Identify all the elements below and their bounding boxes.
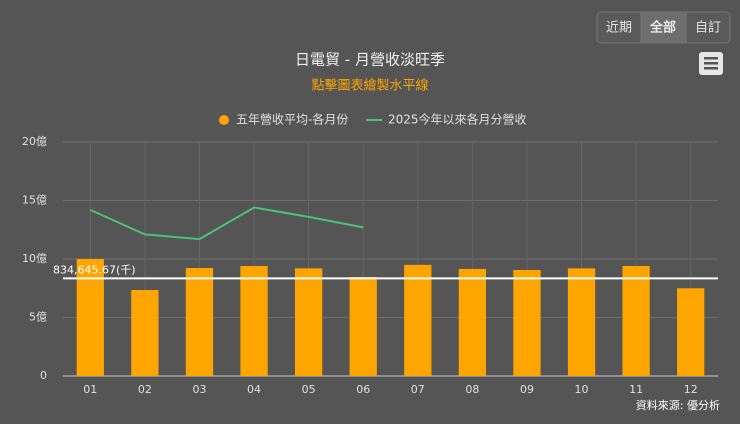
x-tick-label: 10 xyxy=(575,383,589,396)
bar xyxy=(567,268,596,376)
bar xyxy=(131,290,159,376)
x-tick-label: 09 xyxy=(520,383,534,396)
range-button[interactable]: 自訂 xyxy=(695,20,721,36)
x-tick-label: 12 xyxy=(684,383,698,396)
menu-button[interactable] xyxy=(699,52,723,75)
bar xyxy=(240,266,268,376)
bar xyxy=(185,268,214,376)
range-button[interactable]: 全部 xyxy=(649,20,676,36)
y-tick-label: 5億 xyxy=(29,311,47,324)
x-tick-label: 06 xyxy=(356,383,370,396)
bar xyxy=(458,268,487,376)
line xyxy=(89,206,364,241)
y-tick-label: 20億 xyxy=(22,135,47,148)
x-tick-label: 02 xyxy=(138,383,152,396)
legend-label: 2025今年以來各月分營收 xyxy=(388,112,527,127)
bar xyxy=(294,268,323,376)
x-tick-label: 01 xyxy=(83,383,97,396)
bar xyxy=(349,277,377,376)
y-tick-label: 0 xyxy=(40,369,47,382)
menu-bar xyxy=(704,67,718,70)
x-tick-label: 03 xyxy=(192,383,206,396)
y-tick-label: 15億 xyxy=(22,194,47,207)
y-tick-label: 10億 xyxy=(22,252,47,265)
menu-bar xyxy=(704,57,718,60)
chart-subtitle[interactable]: 點擊圖表繪製水平線 xyxy=(311,78,428,94)
bar xyxy=(677,288,705,376)
bar xyxy=(622,266,650,376)
bar xyxy=(76,259,104,376)
x-tick-label: 07 xyxy=(411,383,425,396)
range-buttons: 近期 全部 自訂 xyxy=(596,11,731,44)
x-tick-label: 08 xyxy=(465,383,479,396)
chart-title: 日電貿 - 月營收淡旺季 xyxy=(295,51,445,69)
menu-bar xyxy=(704,62,718,65)
bar xyxy=(513,269,541,376)
button-active-bg xyxy=(641,12,686,43)
threshold-label: 834,645.67(千) xyxy=(53,263,136,276)
source: 資料來源: 優分析 xyxy=(636,398,720,412)
x-tick-label: 04 xyxy=(247,383,261,396)
legend-marker xyxy=(219,115,229,125)
bar xyxy=(404,264,432,376)
range-button[interactable]: 近期 xyxy=(606,21,632,36)
legend-label: 五年營收平均-各月份 xyxy=(236,112,348,127)
x-tick-label: 11 xyxy=(629,383,643,396)
x-tick-label: 05 xyxy=(302,383,316,396)
